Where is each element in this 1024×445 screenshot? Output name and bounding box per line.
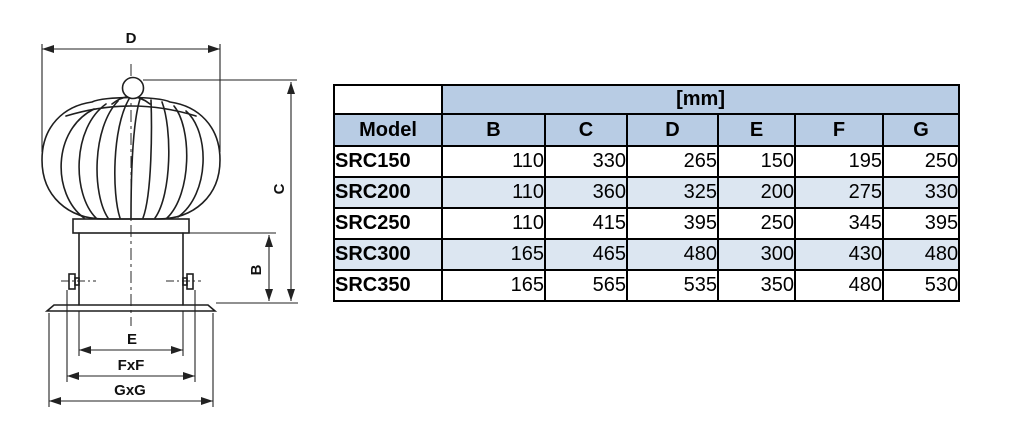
value-cell: 415 — [544, 207, 628, 240]
table-row-src200: SRC200 110 360 325 200 275 330 — [333, 176, 961, 209]
model-cell: SRC350 — [333, 269, 443, 302]
column-header-e: E — [717, 113, 796, 147]
dim-label-d: D — [126, 30, 137, 47]
dim-label-e: E — [127, 331, 137, 348]
table-row-src300: SRC300 165 465 480 300 430 480 — [333, 238, 961, 271]
duct-pipe — [78, 232, 184, 306]
value-cell: 395 — [881, 207, 961, 240]
column-header-b: B — [441, 113, 546, 147]
table-row-src150: SRC150 110 330 265 150 195 250 — [333, 145, 961, 178]
turbine-outline — [41, 96, 221, 220]
base-plate — [44, 304, 218, 312]
column-header-d: D — [626, 113, 719, 147]
value-cell: 275 — [794, 176, 884, 209]
value-cell: 110 — [441, 176, 546, 209]
column-header-g: G — [881, 113, 961, 147]
value-cell: 250 — [717, 207, 796, 240]
spec-table-container: [mm] Model B C D E F G SRC150 110 330 26… — [333, 84, 961, 302]
value-cell: 250 — [881, 145, 961, 178]
value-cell: 360 — [544, 176, 628, 209]
value-cell: 535 — [626, 269, 719, 302]
value-cell: 565 — [544, 269, 628, 302]
bolt-right — [182, 273, 194, 290]
value-cell: 265 — [626, 145, 719, 178]
bolt-left — [68, 273, 80, 290]
turbine-vanes — [60, 98, 204, 219]
column-header-model: Model — [333, 113, 443, 147]
model-cell: SRC200 — [333, 176, 443, 209]
value-cell: 325 — [626, 176, 719, 209]
value-cell: 350 — [717, 269, 796, 302]
dimension-lines — [41, 44, 298, 407]
ventilator-drawing-svg: D C B E FxF GxG — [41, 30, 298, 407]
dim-label-b: B — [248, 264, 265, 275]
value-cell: 110 — [441, 207, 546, 240]
collar — [72, 218, 190, 234]
value-cell: 465 — [544, 238, 628, 271]
model-cell: SRC250 — [333, 207, 443, 240]
value-cell: 480 — [626, 238, 719, 271]
dim-label-c: C — [271, 183, 288, 194]
value-cell: 200 — [717, 176, 796, 209]
column-header-f: F — [794, 113, 884, 147]
spec-table: [mm] Model B C D E F G SRC150 110 330 26… — [333, 84, 961, 302]
column-header-c: C — [544, 113, 628, 147]
dim-label-gxg: GxG — [114, 382, 146, 399]
value-cell: 345 — [794, 207, 884, 240]
model-cell: SRC300 — [333, 238, 443, 271]
dimension-diagram: D C B E FxF GxG — [0, 0, 330, 440]
value-cell: 430 — [794, 238, 884, 271]
value-cell: 150 — [717, 145, 796, 178]
model-cell: SRC150 — [333, 145, 443, 178]
unit-header-cell: [mm] — [440, 84, 961, 115]
table-row-src350: SRC350 165 565 535 350 480 530 — [333, 269, 961, 302]
value-cell: 480 — [881, 238, 961, 271]
value-cell: 195 — [794, 145, 884, 178]
knob-icon — [121, 76, 145, 100]
value-cell: 480 — [794, 269, 884, 302]
value-cell: 110 — [441, 145, 546, 178]
turbine-head — [41, 76, 221, 220]
value-cell: 395 — [626, 207, 719, 240]
value-cell: 330 — [544, 145, 628, 178]
value-cell: 530 — [881, 269, 961, 302]
unit-header-row: [mm] — [333, 84, 961, 115]
dim-label-fxf: FxF — [118, 357, 145, 374]
value-cell: 165 — [441, 238, 546, 271]
turbine-top-rim — [65, 105, 197, 117]
value-cell: 330 — [881, 176, 961, 209]
table-row-src250: SRC250 110 415 395 250 345 395 — [333, 207, 961, 240]
corner-blank-cell — [333, 84, 443, 115]
column-header-row: Model B C D E F G — [333, 113, 961, 147]
value-cell: 300 — [717, 238, 796, 271]
value-cell: 165 — [441, 269, 546, 302]
